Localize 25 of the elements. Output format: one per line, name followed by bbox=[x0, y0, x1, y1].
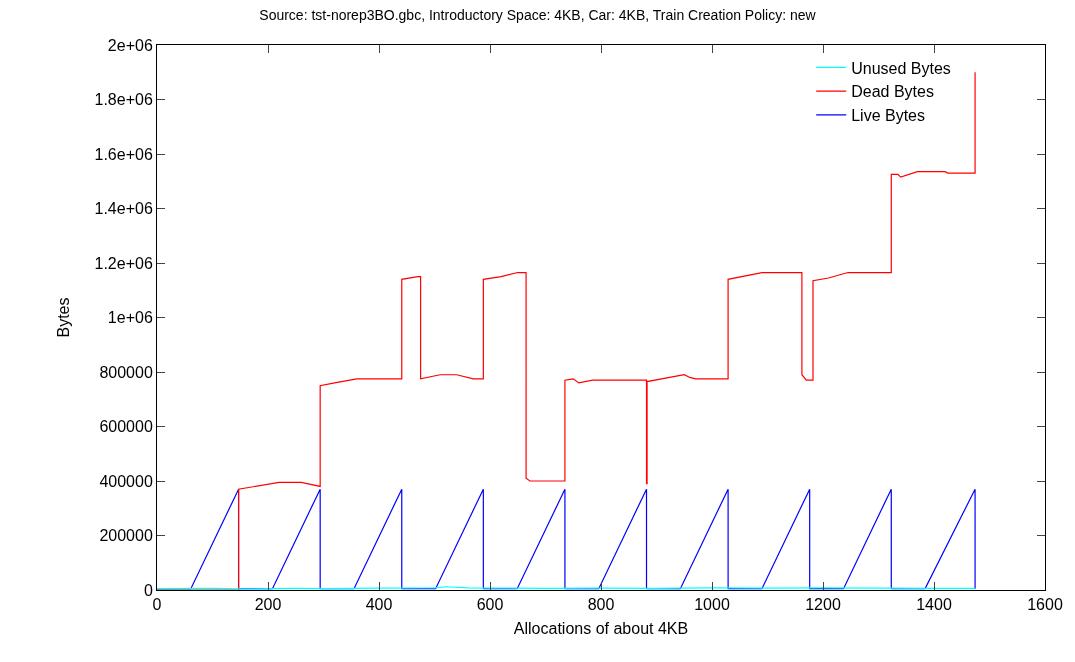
y-tick-label: 600000 bbox=[99, 418, 153, 436]
y-tick-label: 0 bbox=[143, 581, 153, 599]
y-tick-label: 1.4e+06 bbox=[94, 200, 153, 218]
y-tick-label: 1.2e+06 bbox=[94, 254, 153, 272]
x-tick-label: 1200 bbox=[805, 596, 841, 614]
x-tick-label: 800 bbox=[587, 596, 615, 614]
y-tick-label: 2e+06 bbox=[107, 36, 153, 54]
x-axis-title: Allocations of about 4KB bbox=[513, 619, 689, 637]
y-tick-label: 800000 bbox=[99, 363, 153, 381]
x-tick-label: 400 bbox=[365, 596, 393, 614]
y-tick-label: 1e+06 bbox=[107, 309, 153, 327]
y-axis-title: Bytes bbox=[55, 297, 73, 338]
legend-label: Unused Bytes bbox=[851, 59, 951, 77]
y-tick-label: 1.8e+06 bbox=[94, 91, 153, 109]
x-tick-label: 1600 bbox=[1027, 596, 1063, 614]
chart-title: Source: tst-norep3BO.gbc, Introductory Space: 4KB, Car: 4KB, Train Creation Policy: new bbox=[259, 6, 817, 23]
x-tick-label: 200 bbox=[254, 596, 282, 614]
y-tick-label: 400000 bbox=[99, 472, 153, 490]
y-tick-label: 200000 bbox=[99, 527, 153, 545]
legend-label: Dead Bytes bbox=[851, 83, 934, 101]
x-tick-label: 1000 bbox=[694, 596, 730, 614]
y-tick-label: 1.6e+06 bbox=[94, 145, 153, 163]
x-tick-label: 600 bbox=[476, 596, 504, 614]
legend-label: Live Bytes bbox=[851, 107, 926, 125]
x-tick-label: 1400 bbox=[916, 596, 952, 614]
